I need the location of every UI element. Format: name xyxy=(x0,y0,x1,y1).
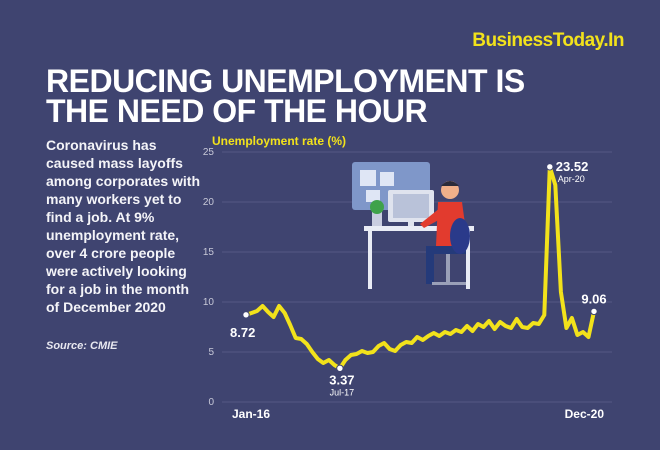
data-label-date: Apr-20 xyxy=(558,174,585,184)
y-tick-label: 10 xyxy=(203,297,215,308)
data-label: 3.37 xyxy=(329,372,354,387)
series-line xyxy=(244,164,596,371)
person-legs xyxy=(426,246,466,254)
y-tick-label: 5 xyxy=(208,347,214,358)
person-hair xyxy=(441,181,459,186)
data-label: 8.72 xyxy=(230,325,255,340)
x-axis-ticks: Jan-16 Dec-20 xyxy=(232,407,604,421)
chair-base xyxy=(432,282,466,285)
sticky-note-icon xyxy=(360,170,376,186)
plant-icon xyxy=(370,200,384,214)
data-label-date: Jul-17 xyxy=(330,387,355,397)
data-label: 23.52 xyxy=(556,159,589,174)
chair-back xyxy=(450,218,470,254)
person-arm xyxy=(420,208,446,228)
monitor-stand xyxy=(408,222,414,226)
data-point xyxy=(242,311,250,319)
y-tick-label: 25 xyxy=(203,147,215,158)
source-note: Source: CMIE xyxy=(46,340,118,352)
desk-leg xyxy=(368,231,372,289)
monitor-screen xyxy=(393,194,429,218)
y-tick-label: 15 xyxy=(203,247,215,258)
chair-post xyxy=(446,254,450,282)
y-tick-label: 20 xyxy=(203,197,215,208)
title-line-1: REDUCING UNEMPLOYMENT IS xyxy=(46,63,525,99)
desk-top xyxy=(364,226,474,231)
person-leg xyxy=(426,254,434,284)
title-line-2: THE NEED OF THE HOUR xyxy=(46,93,428,129)
sticky-note-icon xyxy=(380,172,394,186)
y-axis-label: Unemployment rate (%) xyxy=(212,134,347,148)
data-point xyxy=(590,307,598,316)
x-tick-label: Jan-16 xyxy=(232,407,270,421)
description-text: Coronavirus has caused mass layoffs amon… xyxy=(46,137,201,315)
x-tick-label: Dec-20 xyxy=(565,407,605,421)
data-point xyxy=(546,163,554,171)
y-tick-label: 0 xyxy=(208,397,214,408)
brand-logo: BusinessToday.In xyxy=(472,30,624,51)
desk-leg xyxy=(466,231,470,289)
y-axis-ticks: 0 5 10 15 20 25 xyxy=(203,147,215,408)
sticky-note-icon xyxy=(366,190,380,202)
plant-pot-icon xyxy=(372,212,382,226)
data-label: 9.06 xyxy=(581,291,606,306)
person-at-desk-illustration xyxy=(352,162,474,289)
page-title: REDUCING UNEMPLOYMENT IS THE NEED OF THE… xyxy=(46,63,606,129)
data-point xyxy=(336,364,344,372)
